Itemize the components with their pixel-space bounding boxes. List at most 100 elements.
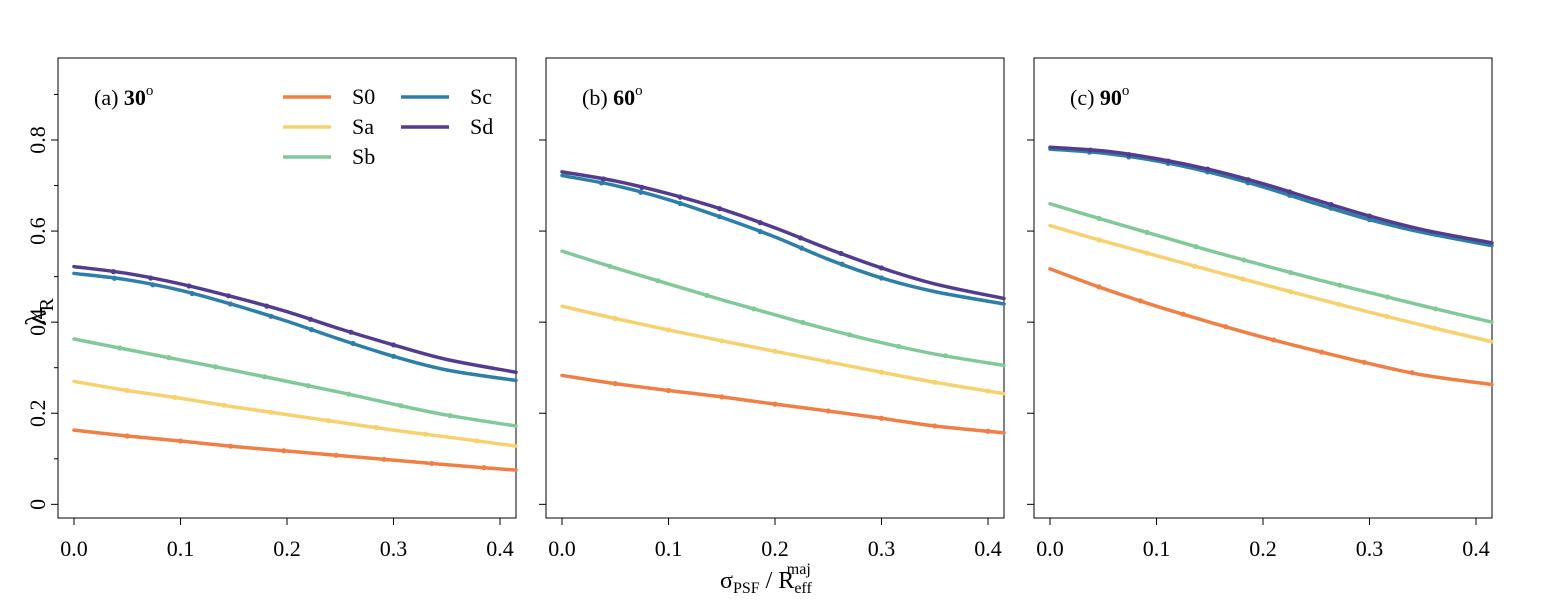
series-point-sc [677,200,683,207]
x-tick-label: 0.3 [380,536,408,561]
series-point-sc [839,261,845,267]
y-tick-label: 0 [25,499,50,510]
series-point-s0 [124,433,130,439]
series-point-sb [262,374,268,380]
series-point-sb [751,306,757,312]
series-point-s0 [1137,298,1144,304]
series-point-sa [612,315,618,322]
series-point-sb [1096,215,1102,222]
panel-label-degree: o [1122,83,1130,99]
y-axis-label-main: λ [20,311,53,326]
x-tick-label: 0.3 [868,536,896,561]
x-tick-label: 0.1 [655,536,683,561]
series-point-sd [390,342,397,348]
series-point-sb [1193,244,1199,250]
panel-label-prefix: (a) [94,85,124,110]
series-point-sc [1366,217,1373,223]
series-point-sc [111,275,118,281]
series-point-sc [598,180,604,186]
panel-a: 0.0 0.1 0.2 0.3 0.400.20.40.60.8(a) 30o S0SaS… [25,57,518,561]
series-point-sa [1144,250,1150,256]
series-point-sd [307,316,314,322]
series-line-sa [1048,223,1494,344]
panel-c: 0.0 0.1 0.2 0.3 0.4 (c) 90o [1027,57,1494,561]
series-point-sc [189,290,195,297]
series-point-sb [800,319,806,326]
series-point-sa [1288,289,1294,295]
series-point-sb [1337,282,1343,288]
series-line-sb [560,249,1006,368]
series-point-sd [1126,152,1132,158]
series-point-sa [932,379,938,385]
x-tick-label: 0.2 [1249,536,1277,561]
x-axis-label-sub2: eff [794,580,812,597]
series-point-sb [704,292,710,298]
series-point-sd [1328,201,1334,208]
series-line-sb [1048,201,1494,324]
series-point-s0 [281,448,287,454]
series-line-sa [72,379,518,448]
x-tick-label: 0.4 [486,536,514,561]
series-point-sd [1087,147,1094,153]
plot-frame [545,57,1005,519]
x-tick-label: 0.1 [1143,536,1171,561]
series-line-sd [1048,145,1494,245]
x-tick-label: 0.0 [60,536,88,561]
series-point-s0 [825,408,831,414]
series-point-s0 [665,387,672,394]
series-line-sd [560,170,1006,301]
series-line-sc [560,173,1006,306]
x-tick-label: 0.0 [548,536,576,561]
series-point-sa [325,418,332,424]
series-point-sb [895,343,902,349]
series-point-sd [757,220,763,226]
x-axis-label-sep: / R [760,568,795,594]
series-point-sd [639,184,645,190]
panel-label-degree: o [635,83,643,99]
series-point-sd [348,329,354,335]
series-point-sd [148,275,154,281]
series-point-sd [677,194,683,200]
panel-label-degree: o [146,83,154,99]
series-point-sb [305,383,311,389]
panel-label: (c) 90o [1070,83,1129,110]
panel-label: (b) 60o [582,83,643,110]
panel-label-angle: 60 [613,85,635,110]
x-tick-label: 0.4 [974,536,1002,561]
series-point-sd [186,283,192,289]
panel-label-prefix: (b) [582,85,613,110]
panel-b: 0.0 0.1 0.2 0.3 0.4 (b) 60o [539,57,1006,561]
series-point-sa [1096,237,1102,243]
series-point-sa [1192,263,1198,269]
series-point-s0 [429,460,435,467]
series-point-sb [655,278,661,284]
series-point-sd [838,250,844,257]
series-point-sc [227,301,234,307]
series-point-sd [1287,189,1293,195]
y-tick-label: 0.4 [25,308,50,336]
x-tick-label: 0.0 [1036,536,1064,561]
series-point-sc [308,327,315,333]
y-tick-label: 0.2 [25,400,50,428]
series-point-s0 [333,452,339,458]
series-point-sc [150,282,156,288]
series-point-sa [373,425,380,431]
x-tick-label: 0.2 [273,536,301,561]
series-point-sa [268,409,274,415]
legend-label-sd: Sd [470,114,493,139]
series-point-sd [878,265,885,271]
series-point-sa [422,431,429,437]
series-point-sc [638,189,644,195]
series-point-sd [1366,213,1373,219]
y-tick-label: 0.6 [25,217,50,245]
series-point-sd [110,269,116,275]
series-point-s0 [612,381,618,387]
legend-label-sa: Sa [352,114,374,139]
series-point-s0 [719,394,725,400]
series-point-s0 [1409,370,1415,376]
legend-label-sc: Sc [470,84,492,109]
series-point-s0 [1318,349,1325,355]
series-point-sc [799,245,805,251]
series-point-sb [346,391,352,397]
series-point-sd [225,293,232,299]
